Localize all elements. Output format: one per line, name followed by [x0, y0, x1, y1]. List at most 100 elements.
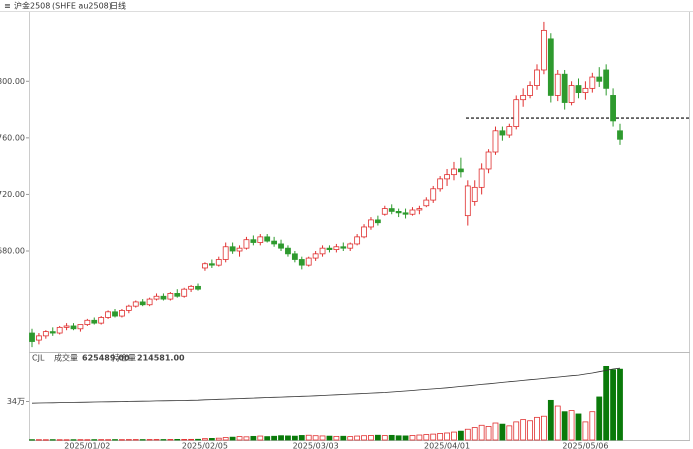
- volume-bar: [340, 435, 347, 441]
- volume-bar: [506, 425, 513, 441]
- candle-body: [513, 99, 520, 127]
- volume-bar: [423, 434, 430, 441]
- volume-bar: [395, 435, 402, 441]
- volume-bar: [368, 435, 374, 441]
- volume-bar: [181, 439, 188, 441]
- candle-body: [347, 243, 354, 249]
- candle-body: [596, 76, 603, 82]
- volume-bar: [381, 435, 388, 441]
- volume-bar: [125, 439, 132, 441]
- volume-bar: [492, 422, 499, 441]
- candle-body: [56, 326, 63, 334]
- open-interest-readout: 214581.00: [137, 354, 185, 363]
- candle-body: [208, 263, 215, 266]
- candle-body: [554, 73, 561, 96]
- candle-body: [617, 130, 623, 140]
- candle-body: [437, 178, 444, 190]
- candle-body: [568, 85, 575, 103]
- volume-bar: [416, 434, 423, 441]
- volume-bar: [298, 435, 305, 441]
- candle-body: [416, 208, 423, 211]
- volume-bar: [457, 430, 464, 441]
- volume-bar: [485, 426, 492, 441]
- volume-bar: [146, 439, 153, 441]
- volume-bar: [105, 439, 111, 441]
- volume-bar: [513, 421, 520, 441]
- chart-title: 沪金2508: [14, 1, 50, 11]
- volume-bar: [70, 439, 77, 441]
- volume-bar: [534, 416, 540, 441]
- candle-body: [132, 301, 139, 307]
- volume-bar: [119, 439, 125, 441]
- candle-body: [188, 285, 195, 290]
- candle-body: [381, 208, 388, 215]
- volume-bar: [547, 399, 554, 441]
- volume-bar: [250, 435, 257, 441]
- candle-body: [174, 293, 181, 297]
- menu-icon[interactable]: ≡: [4, 2, 11, 11]
- y-tick-label: 760.00: [0, 133, 25, 142]
- candle-body: [222, 246, 229, 260]
- candle-body: [77, 324, 84, 330]
- candle-body: [291, 253, 298, 260]
- candle-body: [354, 236, 361, 245]
- candle-body: [499, 130, 506, 136]
- volume-bar: [374, 434, 381, 441]
- volume-bar: [63, 439, 70, 441]
- indicator-name[interactable]: CJL: [32, 354, 45, 363]
- volume-bar: [610, 369, 616, 441]
- volume-bar: [568, 410, 575, 441]
- candle-body: [451, 168, 457, 176]
- volume-bar: [291, 435, 298, 441]
- candle-body: [70, 325, 77, 330]
- volume-bar: [554, 405, 561, 441]
- volume-bar: [388, 434, 395, 441]
- candle-body: [243, 239, 250, 249]
- candle-body: [305, 257, 312, 266]
- candle-body: [36, 335, 42, 341]
- y-tick-label: 720.00: [0, 190, 25, 199]
- volume-bar: [471, 427, 478, 441]
- candle-body: [506, 126, 513, 136]
- volume-bar: [167, 439, 174, 441]
- volume-bar: [174, 439, 181, 441]
- period-selector[interactable]: 日线: [110, 1, 126, 11]
- volume-bar: [361, 435, 367, 441]
- volume-bar: [354, 435, 361, 441]
- candle-body: [444, 174, 450, 180]
- volume-bar: [527, 420, 533, 441]
- volume-bar: [236, 436, 243, 441]
- x-tick-label: 2025/03/03: [293, 442, 339, 449]
- volume-bar: [42, 439, 49, 441]
- volume-bar: [617, 368, 623, 441]
- candle-body: [457, 168, 464, 173]
- volume-bar: [596, 396, 603, 441]
- volume-bar: [285, 435, 291, 441]
- candle-body: [340, 246, 347, 249]
- candle-body: [153, 295, 160, 300]
- volume-bar: [195, 438, 201, 441]
- volume-bar: [243, 436, 250, 441]
- volume-bar: [202, 438, 208, 441]
- candle-body: [195, 285, 201, 290]
- volume-bar: [451, 431, 457, 441]
- candle-body: [285, 247, 291, 255]
- y-tick-label: 680.00: [0, 247, 25, 256]
- volume-bar: [582, 421, 589, 441]
- legend-open-interest: 持仓量: [112, 353, 136, 363]
- volume-bar: [464, 428, 471, 441]
- candle-body: [319, 247, 326, 255]
- candle-body: [520, 95, 527, 101]
- volume-bar: [561, 411, 568, 441]
- y-tick-label: 34万: [7, 397, 25, 406]
- open-interest-line: [31, 367, 621, 404]
- volume-bar: [98, 439, 105, 441]
- volume-bar: [541, 415, 547, 441]
- candle-body: [589, 76, 596, 89]
- candle-body: [112, 311, 118, 317]
- candle-body: [167, 293, 174, 300]
- volume-bar: [77, 439, 84, 441]
